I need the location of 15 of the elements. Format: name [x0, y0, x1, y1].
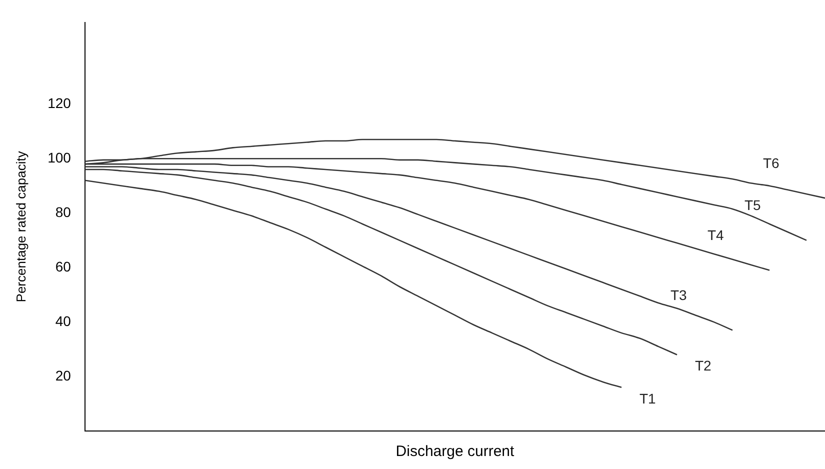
- series-label: T6: [763, 154, 780, 171]
- series-label: T2: [694, 358, 712, 374]
- y-tick-label: 120: [48, 94, 72, 111]
- series-label: T5: [744, 197, 762, 214]
- series-label: T1: [639, 390, 656, 406]
- x-axis-title: Discharge current: [396, 443, 515, 460]
- y-tick-label: 100: [48, 149, 72, 166]
- y-tick-label: 60: [55, 258, 72, 274]
- y-axis-title: Percentage rated capacity: [13, 150, 28, 302]
- y-tick-label: 40: [55, 312, 72, 329]
- y-tick-label: 20: [55, 367, 72, 384]
- y-tick-label: 80: [55, 204, 72, 220]
- line-series: [84, 180, 622, 388]
- series-label: T4: [707, 227, 724, 244]
- series-label: T3: [670, 287, 688, 304]
